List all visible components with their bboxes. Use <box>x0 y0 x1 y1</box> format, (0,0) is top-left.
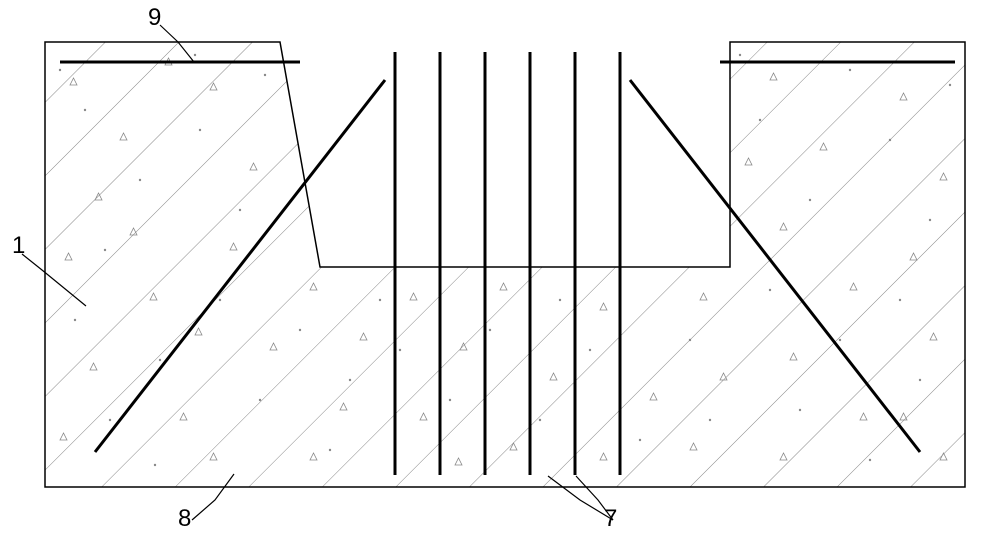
diagram-svg <box>0 0 1000 539</box>
label-1: 1 <box>12 232 25 260</box>
engineering-diagram: 9 1 8 7 <box>0 0 1000 539</box>
label-7: 7 <box>604 505 617 533</box>
label-9: 9 <box>148 4 161 32</box>
label-8: 8 <box>178 505 191 533</box>
concrete-hatch <box>0 0 1000 539</box>
